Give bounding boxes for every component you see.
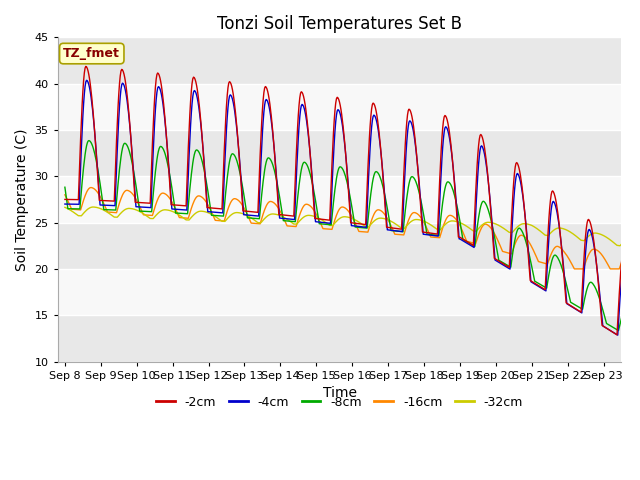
Bar [58,315,621,361]
X-axis label: Time: Time [323,386,356,400]
Y-axis label: Soil Temperature (C): Soil Temperature (C) [15,128,29,271]
Bar [58,130,621,176]
Text: TZ_fmet: TZ_fmet [63,47,120,60]
Bar [58,269,621,315]
Legend: -2cm, -4cm, -8cm, -16cm, -32cm: -2cm, -4cm, -8cm, -16cm, -32cm [151,391,528,414]
Bar [58,223,621,269]
Bar [58,37,621,84]
Bar [58,176,621,223]
Title: Tonzi Soil Temperatures Set B: Tonzi Soil Temperatures Set B [217,15,462,33]
Bar [58,84,621,130]
